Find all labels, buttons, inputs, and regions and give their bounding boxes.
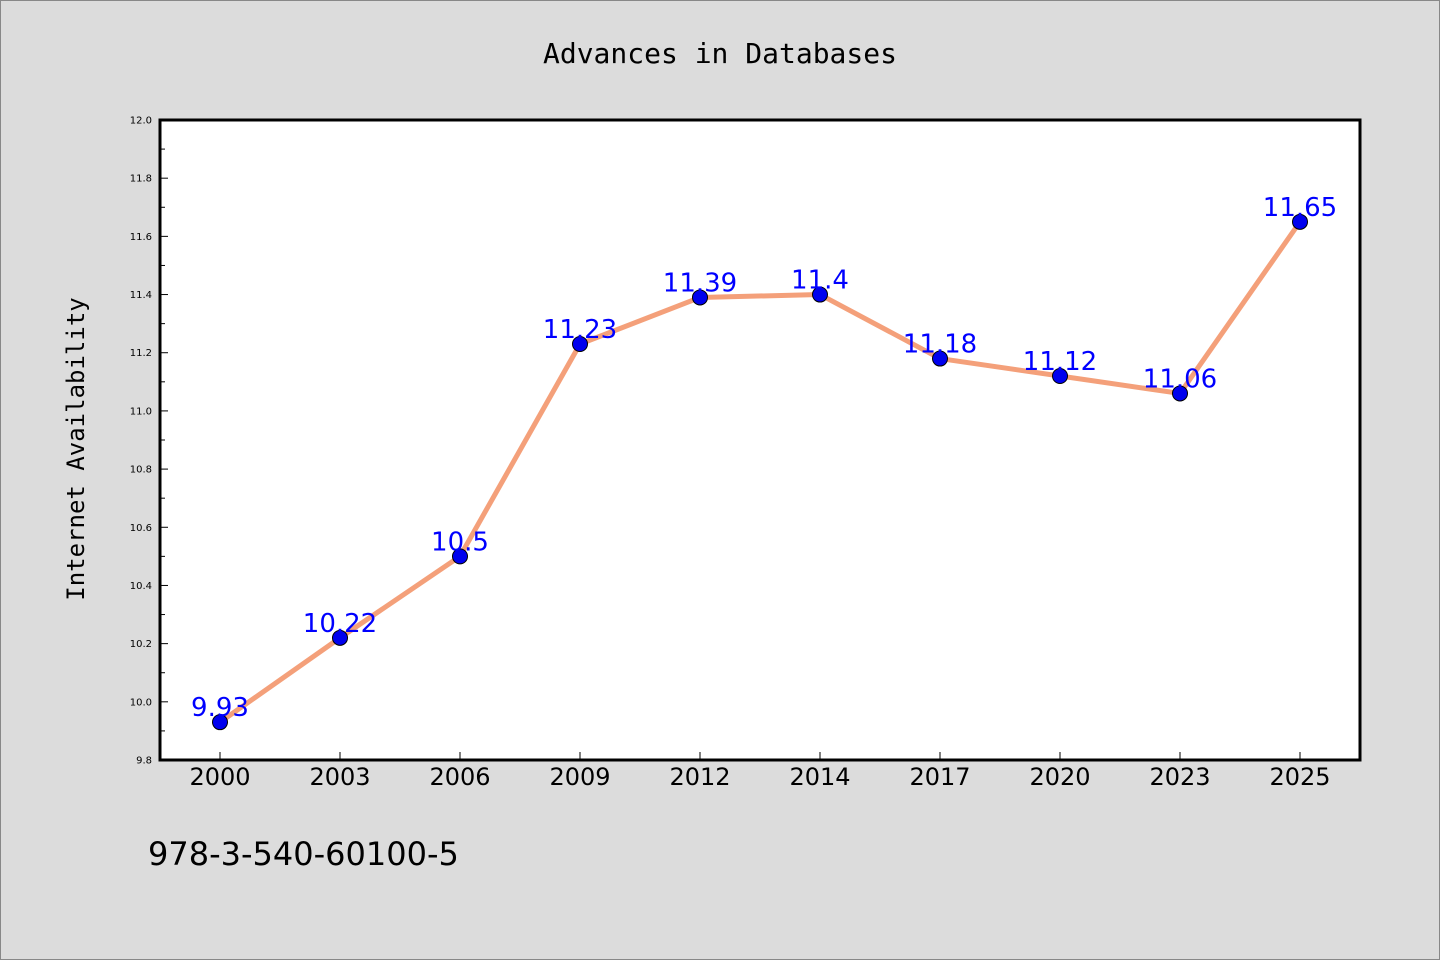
y-tick-label: 10.8 [130,465,152,476]
y-tick-label: 11.4 [130,290,152,301]
y-tick-label: 12.0 [130,116,152,127]
data-point [1292,213,1308,230]
data-label: 11.65 [1263,193,1337,223]
data-label: 11.23 [543,315,617,345]
x-tick-label: 2000 [189,763,250,791]
data-point [572,336,588,352]
isbn-footer: 978-3-540-60100-5 [148,835,459,873]
chart-title: Advances in Databases [543,37,897,70]
data-point [1172,385,1188,402]
y-tick-label: 11.0 [130,406,152,417]
data-point [932,350,948,367]
x-tick-label: 2003 [309,763,370,791]
data-label: 11.4 [791,266,849,296]
data-label: 11.12 [1023,347,1097,377]
data-label: 11.06 [1143,364,1217,394]
y-tick-label: 11.2 [130,348,152,359]
y-tick-label: 9.8 [136,756,152,767]
x-tick-label: 2020 [1029,763,1090,791]
data-point [452,548,468,565]
y-tick-label: 10.4 [130,581,152,592]
series-line [217,219,1303,725]
x-tick-label: 2023 [1149,763,1210,791]
y-tick-label: 10.2 [130,639,152,650]
y-axis-ticks: 9.8 10.0 10.2 10.4 10.6 10.8 11.0 11.2 11.4 11.6 1… [130,116,168,767]
data-point [212,714,228,731]
y-axis-label: Internet Availability [62,297,90,600]
x-axis-ticks: 2000 2003 2006 2009 2012 2014 2017 2020 2023 2025 [189,752,1331,791]
x-tick-label: 2017 [909,763,970,791]
y-tick-label: 10.0 [130,697,152,708]
x-tick-label: 2025 [1269,763,1330,791]
plot-area [158,118,1362,762]
y-tick-label: 10.6 [130,523,152,534]
y-tick-label: 11.8 [130,174,152,185]
x-tick-label: 2014 [789,763,850,791]
x-tick-label: 2006 [429,763,490,791]
x-tick-label: 2012 [669,763,730,791]
data-point [1052,368,1068,384]
data-label: 11.39 [663,268,737,298]
data-label: 10.5 [431,527,489,557]
data-label: 9.93 [191,693,249,723]
data-labels: 9.93 10.22 10.5 11.23 11.39 11.4 11.18 11.12 11.… [191,193,1337,723]
data-point [332,629,348,646]
x-tick-label: 2009 [549,763,610,791]
data-label: 10.22 [303,609,377,639]
data-point [812,286,828,303]
data-label: 11.18 [903,330,977,360]
series-layer [212,213,1308,731]
data-point [692,289,708,306]
y-tick-label: 11.6 [130,232,152,243]
